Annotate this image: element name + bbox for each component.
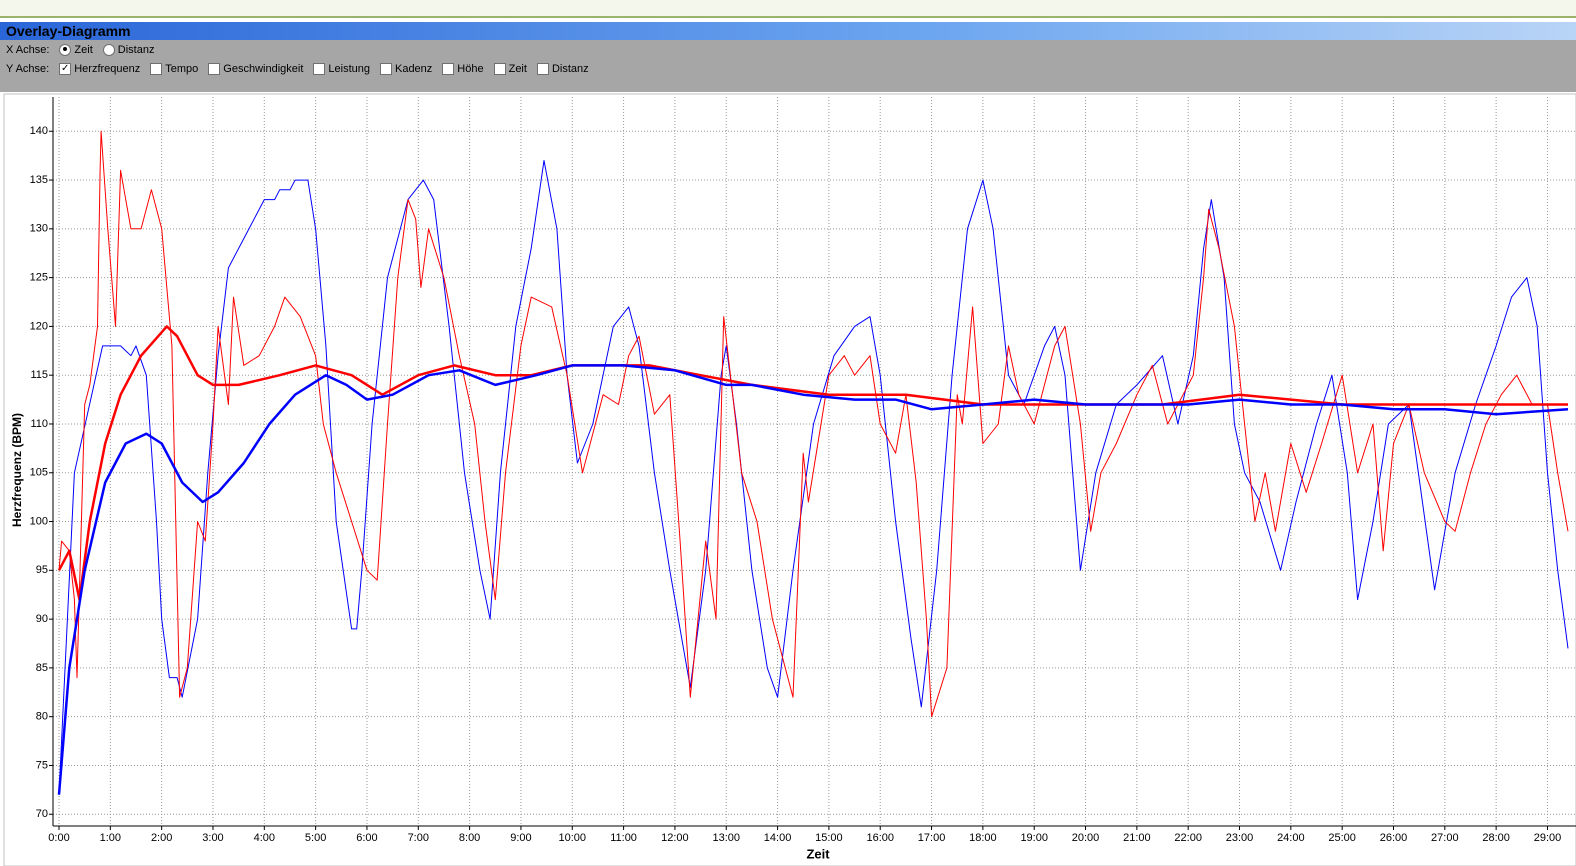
- x-tick-label: 9:00: [510, 832, 531, 844]
- y-tick-label: 100: [30, 515, 48, 527]
- y-axis-option[interactable]: Tempo: [150, 63, 198, 75]
- y-tick-label: 95: [36, 564, 48, 576]
- option-label: Leistung: [328, 63, 370, 75]
- option-label: Zeit: [508, 63, 527, 75]
- x-tick-label: 19:00: [1020, 832, 1048, 844]
- y-axis-row: Y Achse: ✓ Herzfrequenz Tempo Geschwindigkei…: [6, 63, 589, 75]
- y-tick-label: 70: [36, 808, 48, 820]
- options-panel: X Achse: Zeit Distanz Y Achse: ✓ Herzfrequen…: [0, 40, 1576, 92]
- plot-area: [57, 130, 1569, 795]
- x-axis-row: X Achse: Zeit Distanz: [6, 44, 154, 56]
- y-tick-label: 125: [30, 272, 48, 284]
- x-tick-label: 17:00: [918, 832, 946, 844]
- y-axis-option[interactable]: Geschwindigkeit: [208, 63, 303, 75]
- radio-button[interactable]: [59, 44, 72, 56]
- radio-button[interactable]: [102, 44, 115, 56]
- option-label: Zeit: [74, 44, 93, 56]
- x-tick-label: 28:00: [1482, 832, 1510, 844]
- x-tick-label: 6:00: [356, 832, 377, 844]
- checkbox[interactable]: ✓: [59, 63, 72, 75]
- y-tick-label: 140: [30, 125, 48, 137]
- chart-background: [3, 93, 1576, 866]
- y-tick-label: 90: [36, 613, 48, 625]
- x-axis-label: X Achse:: [6, 44, 50, 56]
- y-tick-label: 120: [30, 320, 48, 332]
- x-tick-label: 1:00: [100, 832, 121, 844]
- x-tick-label: 12:00: [661, 832, 689, 844]
- y-tick-label: 80: [36, 711, 48, 723]
- y-tick-label: 85: [36, 662, 48, 674]
- x-tick-label: 5:00: [305, 832, 326, 844]
- x-tick-label: 27:00: [1431, 832, 1459, 844]
- x-tick-label: 2:00: [151, 832, 172, 844]
- x-tick-label: 25:00: [1328, 832, 1356, 844]
- y-tick-label: 130: [30, 223, 48, 235]
- x-tick-label: 7:00: [408, 832, 429, 844]
- window-top: [0, 0, 1576, 18]
- x-tick-label: 0:00: [48, 832, 69, 844]
- x-axis-option[interactable]: Distanz: [102, 44, 155, 56]
- x-tick-label: 29:00: [1534, 832, 1562, 844]
- option-label: Höhe: [457, 63, 484, 75]
- y-axis-option[interactable]: Distanz: [536, 63, 589, 75]
- x-tick-label: 26:00: [1380, 832, 1408, 844]
- x-tick-label: 14:00: [764, 832, 792, 844]
- x-tick-label: 4:00: [254, 832, 275, 844]
- checkbox[interactable]: [208, 63, 221, 75]
- y-axis-option[interactable]: Leistung: [313, 63, 370, 75]
- y-tick-label: 105: [30, 467, 48, 479]
- checkbox[interactable]: [313, 63, 326, 75]
- x-tick-label: 13:00: [712, 832, 740, 844]
- y-axis-title: Herzfrequenz (BPM): [10, 413, 24, 527]
- option-label: Distanz: [551, 63, 589, 75]
- x-axis-title: Zeit: [806, 846, 830, 861]
- y-tick-label: 135: [30, 174, 48, 186]
- y-axis-option[interactable]: Zeit: [493, 63, 527, 75]
- y-axis-option[interactable]: Kadenz: [379, 63, 433, 75]
- x-tick-label: 8:00: [459, 832, 480, 844]
- checkbox[interactable]: [493, 63, 506, 75]
- x-tick-label: 20:00: [1072, 832, 1100, 844]
- y-tick-label: 115: [30, 369, 48, 381]
- x-tick-label: 16:00: [866, 832, 894, 844]
- y-axis-label: Y Achse:: [6, 63, 50, 75]
- series-line: [57, 364, 1569, 795]
- x-tick-label: 21:00: [1123, 832, 1151, 844]
- checkbox[interactable]: [536, 63, 549, 75]
- checkbox[interactable]: [379, 63, 392, 75]
- y-tick-label: 75: [36, 759, 48, 771]
- x-tick-label: 24:00: [1277, 832, 1305, 844]
- panel-title: Overlay-Diagramm: [6, 23, 131, 39]
- option-label: Kadenz: [394, 63, 433, 75]
- option-label: Tempo: [165, 63, 199, 75]
- checkbox[interactable]: [150, 63, 163, 75]
- y-tick-label: 110: [30, 418, 48, 430]
- title-bar: Overlay-Diagramm: [0, 22, 1576, 40]
- x-axis-option[interactable]: Zeit: [59, 44, 93, 56]
- x-tick-label: 10:00: [558, 832, 586, 844]
- checkbox[interactable]: [442, 63, 455, 75]
- option-label: Distanz: [117, 44, 155, 56]
- chart: Zeit Herzfrequenz (BPM) 70 75 80 85 90 95 100 1…: [3, 93, 1576, 866]
- option-label: Herzfrequenz: [74, 63, 141, 75]
- x-tick-label: 23:00: [1226, 832, 1254, 844]
- y-axis-option[interactable]: ✓ Herzfrequenz: [59, 63, 140, 75]
- x-tick-label: 22:00: [1174, 832, 1202, 844]
- x-tick-label: 15:00: [815, 832, 843, 844]
- x-tick-label: 18:00: [969, 832, 997, 844]
- series-line: [58, 130, 1569, 718]
- x-tick-label: 11:00: [610, 832, 637, 844]
- option-label: Geschwindigkeit: [223, 63, 304, 75]
- y-axis-option[interactable]: Höhe: [442, 63, 484, 75]
- x-tick-label: 3:00: [202, 832, 223, 844]
